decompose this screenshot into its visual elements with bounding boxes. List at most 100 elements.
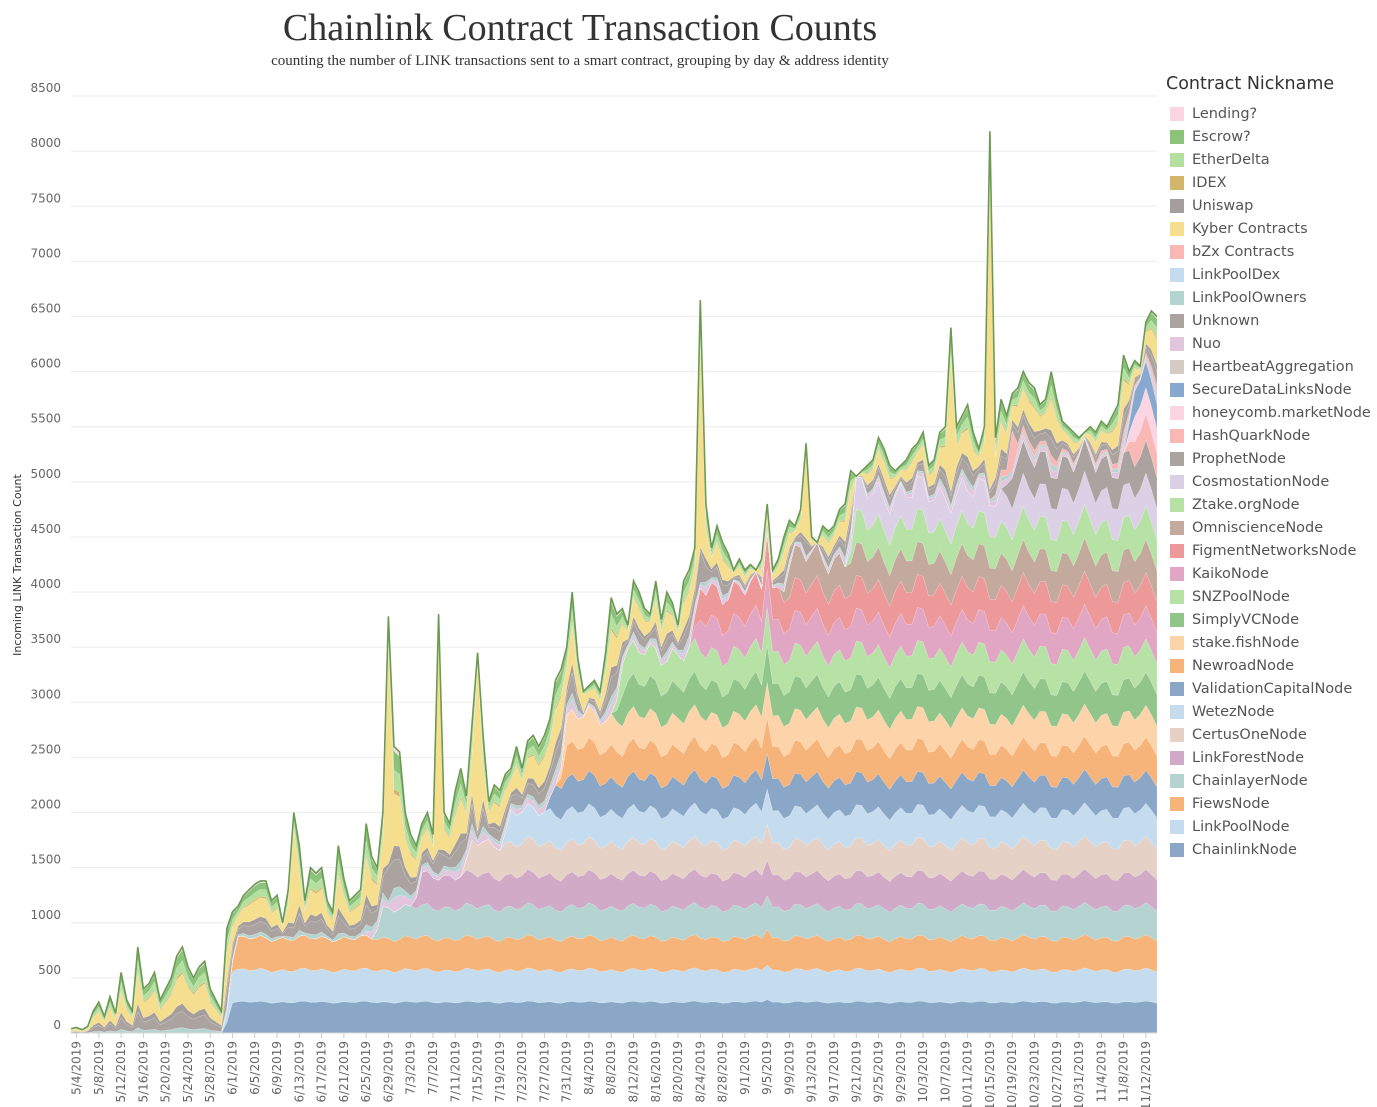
legend-item[interactable]: KaikoNode <box>1166 562 1377 585</box>
legend-item[interactable]: Lending? <box>1166 102 1377 125</box>
legend-item[interactable]: NewroadNode <box>1166 654 1377 677</box>
legend-item[interactable]: LinkPoolOwners <box>1166 286 1377 309</box>
legend-item[interactable]: LinkForestNode <box>1166 746 1377 769</box>
area-layers <box>70 131 1158 1034</box>
x-tick-label: 5/12/2019 <box>114 1041 128 1103</box>
legend-swatch <box>1170 405 1184 420</box>
legend-item[interactable]: HashQuarkNode <box>1166 424 1377 447</box>
x-axis: 5/4/2019 5/8/2019 5/12/2019 5/16/2019 5/20/2… <box>70 1032 1157 1107</box>
legend-item[interactable]: SimplyVCNode <box>1166 608 1377 631</box>
legend-item[interactable]: ValidationCapitalNode <box>1166 677 1377 700</box>
legend-item[interactable]: OmniscienceNode <box>1166 516 1377 539</box>
legend-swatch <box>1170 313 1184 328</box>
legend-swatch <box>1170 520 1184 535</box>
area-nuo <box>71 357 1158 1034</box>
x-tick-label: 9/1/2019 <box>738 1041 752 1095</box>
legend-item[interactable]: CertusOneNode <box>1166 723 1377 746</box>
legend-item[interactable]: LinkPoolDex <box>1166 263 1377 286</box>
legend-label: EtherDelta <box>1192 151 1270 168</box>
y-tick-label: 5500 <box>30 412 61 426</box>
x-tick-label: 10/7/2019 <box>938 1041 952 1103</box>
x-tick-label: 7/15/2019 <box>471 1041 485 1103</box>
x-tick-label: 9/21/2019 <box>849 1041 863 1103</box>
legend-item[interactable]: bZx Contracts <box>1166 240 1377 263</box>
x-tick-label: 8/12/2019 <box>627 1041 641 1103</box>
legend-swatch <box>1170 129 1184 144</box>
legend-item[interactable]: Escrow? <box>1166 125 1377 148</box>
legend-label: bZx Contracts <box>1192 243 1295 260</box>
x-tick-label: 6/5/2019 <box>248 1041 262 1095</box>
legend-swatch <box>1170 543 1184 558</box>
legend-swatch <box>1170 221 1184 236</box>
legend-item[interactable]: Ztake.orgNode <box>1166 493 1377 516</box>
legend-item[interactable]: Unknown <box>1166 309 1377 332</box>
legend-swatch <box>1170 589 1184 604</box>
area-unknown <box>70 346 1158 1034</box>
x-tick-label: 8/8/2019 <box>604 1041 618 1095</box>
legend-swatch <box>1170 336 1184 351</box>
x-tick-label: 8/4/2019 <box>582 1041 596 1095</box>
legend-swatch <box>1170 106 1184 121</box>
x-tick-label: 10/19/2019 <box>1005 1041 1019 1107</box>
x-tick-label: 5/24/2019 <box>181 1041 195 1103</box>
legend-item[interactable]: honeycomb.marketNode <box>1166 401 1377 424</box>
x-tick-label: 11/4/2019 <box>1094 1041 1108 1103</box>
legend-item[interactable]: ProphetNode <box>1166 447 1377 470</box>
y-tick-label: 7000 <box>30 246 61 260</box>
legend-label: SecureDataLinksNode <box>1192 381 1352 398</box>
y-axis: 0 500 1000 1500 2000 2500 3000 3500 4000 4500 5000… <box>30 81 61 1032</box>
legend-swatch <box>1170 451 1184 466</box>
legend-swatch <box>1170 267 1184 282</box>
legend-label: FigmentNetworksNode <box>1192 542 1357 559</box>
legend-label: HashQuarkNode <box>1192 427 1311 444</box>
legend-item[interactable]: LinkPoolNode <box>1166 815 1377 838</box>
legend-swatch <box>1170 796 1184 811</box>
legend-item[interactable]: ChainlayerNode <box>1166 769 1377 792</box>
legend: Contract Nickname Lending? Escrow? EtherDe… <box>1166 72 1377 861</box>
legend-label: HeartbeatAggregation <box>1192 358 1354 375</box>
legend-item[interactable]: SNZPoolNode <box>1166 585 1377 608</box>
legend-label: LinkPoolDex <box>1192 266 1281 283</box>
x-tick-label: 5/16/2019 <box>136 1041 150 1103</box>
legend-item[interactable]: Uniswap <box>1166 194 1377 217</box>
area-chainlinknode <box>71 999 1158 1034</box>
x-tick-label: 10/31/2019 <box>1072 1041 1086 1107</box>
legend-item[interactable]: Nuo <box>1166 332 1377 355</box>
legend-swatch <box>1170 842 1184 857</box>
legend-item[interactable]: CosmostationNode <box>1166 470 1377 493</box>
legend-item[interactable]: stake.fishNode <box>1166 631 1377 654</box>
legend-item[interactable]: ChainlinkNode <box>1166 838 1377 861</box>
legend-item[interactable]: Kyber Contracts <box>1166 217 1377 240</box>
legend-swatch <box>1170 382 1184 397</box>
x-tick-label: 6/17/2019 <box>315 1041 329 1103</box>
legend-swatch <box>1170 474 1184 489</box>
legend-label: WetezNode <box>1192 703 1275 720</box>
x-tick-label: 7/11/2019 <box>448 1041 462 1103</box>
x-tick-label: 11/8/2019 <box>1117 1041 1131 1103</box>
y-tick-label: 500 <box>38 963 61 977</box>
legend-label: LinkPoolOwners <box>1192 289 1307 306</box>
legend-label: Unknown <box>1192 312 1260 329</box>
legend-swatch <box>1170 290 1184 305</box>
legend-item[interactable]: FiewsNode <box>1166 792 1377 815</box>
legend-item[interactable]: HeartbeatAggregation <box>1166 355 1377 378</box>
legend-item[interactable]: FigmentNetworksNode <box>1166 539 1377 562</box>
legend-label: ProphetNode <box>1192 450 1286 467</box>
legend-swatch <box>1170 198 1184 213</box>
legend-item[interactable]: SecureDataLinksNode <box>1166 378 1377 401</box>
x-tick-label: 10/11/2019 <box>961 1041 975 1107</box>
legend-label: KaikoNode <box>1192 565 1269 582</box>
x-tick-label: 6/13/2019 <box>292 1041 306 1103</box>
legend-swatch <box>1170 773 1184 788</box>
x-tick-label: 10/3/2019 <box>916 1041 930 1103</box>
legend-label: Ztake.orgNode <box>1192 496 1300 513</box>
legend-item[interactable]: WetezNode <box>1166 700 1377 723</box>
legend-label: ValidationCapitalNode <box>1192 680 1353 697</box>
x-tick-label: 9/17/2019 <box>827 1041 841 1103</box>
legend-label: IDEX <box>1192 174 1227 191</box>
legend-item[interactable]: EtherDelta <box>1166 148 1377 171</box>
legend-label: ChainlayerNode <box>1192 772 1308 789</box>
legend-swatch <box>1170 497 1184 512</box>
x-tick-label: 5/28/2019 <box>203 1041 217 1103</box>
legend-item[interactable]: IDEX <box>1166 171 1377 194</box>
